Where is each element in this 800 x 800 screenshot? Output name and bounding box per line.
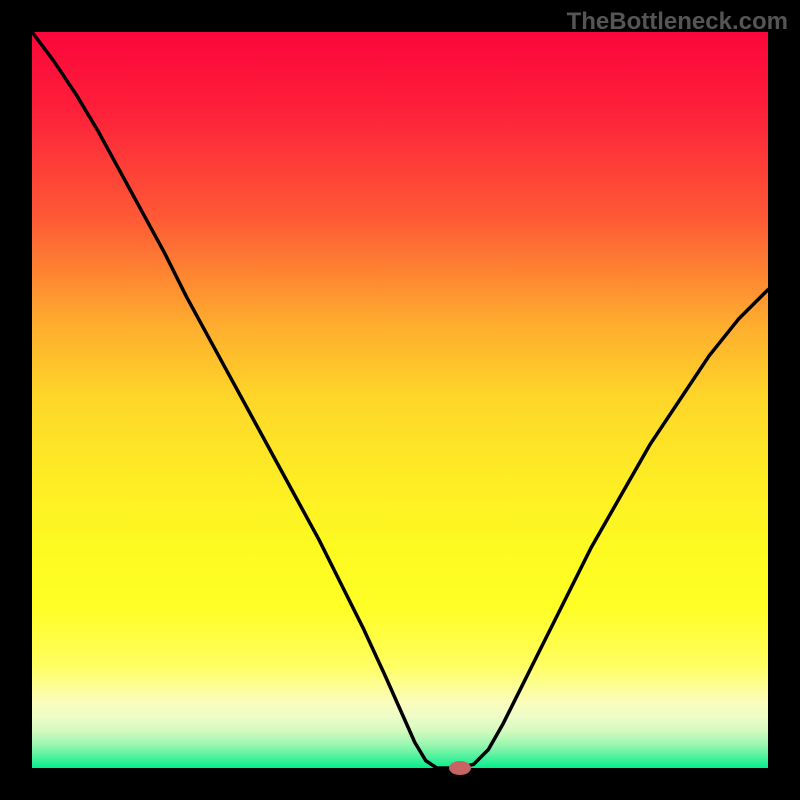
chart-container: TheBottleneck.com [0,0,800,800]
bottleneck-curve [32,32,768,768]
plot-area [32,32,768,768]
curve-path [32,32,768,768]
optimum-marker [449,761,471,775]
watermark-text: TheBottleneck.com [567,8,788,36]
